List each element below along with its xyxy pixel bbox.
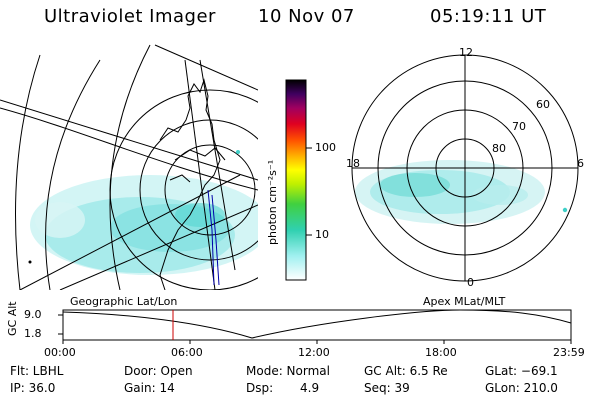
mlt-label-0: 0 — [467, 276, 474, 289]
color-bar — [285, 79, 307, 281]
status-dsp-label: Dsp: — [246, 381, 274, 395]
colorbar-tick-100: 100 — [315, 141, 336, 154]
time-tick-1800: 18:00 — [425, 346, 457, 359]
status-gc-alt: GC Alt: 6.5 Re — [364, 364, 448, 378]
lat-label-80: 80 — [492, 142, 506, 155]
status-seq: Seq: 39 — [364, 381, 410, 395]
altitude-ytick-9: 9.0 — [24, 308, 42, 321]
status-flt: Flt: LBHL — [10, 364, 64, 378]
colorbar-unit-label: photon cm⁻²s⁻¹ — [266, 159, 279, 245]
colorbar-tick-10: 10 — [315, 228, 329, 241]
mlt-label-18: 18 — [346, 157, 360, 170]
altitude-ylabel: GC Alt — [6, 301, 19, 336]
altitude-plot — [58, 309, 572, 344]
geographic-panel-label: Geographic Lat/Lon — [70, 295, 178, 308]
status-ip: IP: 36.0 — [10, 381, 56, 395]
geographic-map — [0, 44, 258, 290]
mlt-label-6: 6 — [577, 157, 584, 170]
time-tick-0000: 00:00 — [44, 346, 76, 359]
status-door: Door: Open — [124, 364, 193, 378]
status-glon: GLon: 210.0 — [485, 381, 558, 395]
time-tick-1200: 12:00 — [298, 346, 330, 359]
polar-plot — [351, 54, 579, 282]
status-glat: GLat: −69.1 — [485, 364, 558, 378]
time-label: 05:19:11 UT — [430, 6, 547, 27]
app-title: Ultraviolet Imager — [44, 6, 216, 27]
lat-label-70: 70 — [512, 120, 526, 133]
status-mode: Mode: Normal — [246, 364, 330, 378]
lat-label-60: 60 — [536, 98, 550, 111]
date-label: 10 Nov 07 — [258, 6, 355, 27]
apex-panel-label: Apex MLat/MLT — [423, 295, 506, 308]
time-tick-0600: 06:00 — [171, 346, 203, 359]
mlt-label-12: 12 — [459, 46, 473, 59]
aurora-glow-left — [30, 175, 258, 275]
status-gain: Gain: 14 — [124, 381, 175, 395]
time-tick-2359: 23:59 — [553, 346, 585, 359]
altitude-ytick-1-8: 1.8 — [24, 327, 42, 340]
status-dsp-value: 4.9 — [300, 381, 320, 395]
